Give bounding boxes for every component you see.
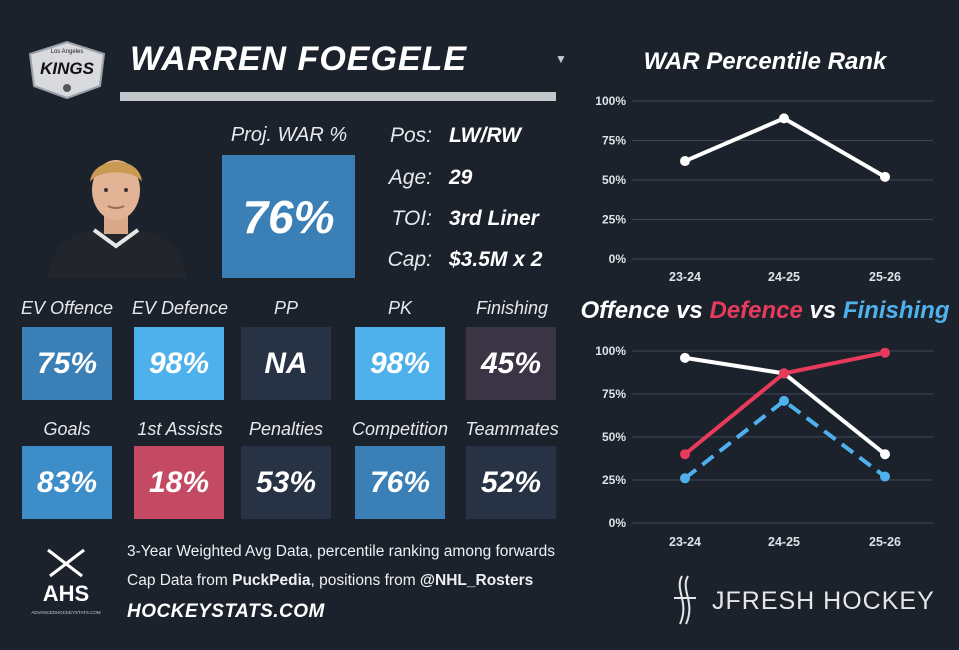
chart2-title-part: Defence	[709, 297, 802, 324]
footer-mid: , positions from	[310, 572, 420, 589]
proj-war-label: Proj. WAR %	[230, 124, 348, 146]
stat-box-1st-assists: 18%	[134, 446, 224, 519]
data-point-finishing	[880, 471, 890, 482]
y-tick-label: 50%	[602, 173, 626, 187]
stat-box-penalties: 53%	[241, 446, 331, 519]
age-label: Age:	[388, 166, 432, 189]
x-tick-label: 24-25	[768, 270, 800, 284]
data-point-finishing	[680, 473, 690, 484]
stat-box-goals: 83%	[22, 446, 112, 519]
x-tick-label: 23-24	[669, 535, 701, 549]
y-tick-label: 25%	[602, 213, 626, 227]
y-tick-label: 75%	[602, 387, 626, 401]
svg-text:AHS: AHS	[43, 581, 89, 606]
ahs-logo: AHS ADVANCEDHOCKEYSTATS.COM	[31, 548, 101, 615]
footer-prefix: Cap Data from	[127, 572, 233, 589]
data-point-offence	[880, 449, 890, 460]
stat-label-finishing: Finishing	[475, 298, 549, 318]
footer-site: HOCKEYSTATS.COM	[127, 601, 325, 622]
pos-label: Pos:	[389, 124, 432, 147]
chart2-title-part: Offence	[580, 297, 669, 324]
chart2-title-part: vs	[803, 297, 843, 324]
cap-label: Cap:	[387, 248, 432, 271]
footer-nhl-rosters: @NHL_Rosters	[419, 572, 534, 589]
stat-label-teammates: Teammates	[465, 419, 559, 439]
stat-label-penalties: Penalties	[248, 419, 324, 439]
stat-label-ev-offence: EV Offence	[20, 298, 114, 318]
stat-label-competition: Competition	[351, 419, 449, 439]
stat-label-pk: PK	[387, 298, 412, 318]
footer-puckpedia: PuckPedia	[232, 572, 311, 589]
pos-value: LW/RW	[449, 124, 521, 147]
y-tick-label: 100%	[595, 94, 626, 108]
stat-box-pp: NA	[241, 327, 331, 400]
stat-box-finishing: 45%	[466, 327, 556, 400]
series-line-finishing	[683, 398, 887, 480]
data-point-finishing	[779, 395, 789, 406]
svg-text:ADVANCEDHOCKEYSTATS.COM: ADVANCEDHOCKEYSTATS.COM	[31, 610, 101, 615]
stat-box-competition: 76%	[355, 446, 445, 519]
svg-text:KINGS: KINGS	[40, 59, 95, 78]
y-tick-label: 0%	[609, 252, 627, 266]
chart2-title-part: vs	[669, 297, 709, 324]
series-line-war	[684, 116, 887, 179]
toi-label: TOI:	[391, 207, 432, 230]
footer-sources: Cap Data from PuckPedia, positions from …	[127, 572, 533, 590]
stat-box-teammates: 52%	[466, 446, 556, 519]
data-point-defence	[779, 368, 789, 379]
data-point-war	[880, 171, 890, 182]
stat-box-ev-defence: 98%	[134, 327, 224, 400]
stat-box-pk: 98%	[355, 327, 445, 400]
chevron-down-icon[interactable]: ▼	[555, 52, 567, 66]
data-point-defence	[880, 347, 890, 358]
cap-value: $3.5M x 2	[449, 248, 543, 271]
stat-label-pp: PP	[273, 298, 298, 318]
y-tick-label: 25%	[602, 473, 626, 487]
chart2-title: Offence vs Defence vs Finishing	[580, 297, 949, 324]
toi-value: 3rd Liner	[449, 207, 539, 230]
stat-label-ev-defence: EV Defence	[131, 298, 229, 318]
x-tick-label: 24-25	[768, 535, 800, 549]
data-point-defence	[680, 449, 690, 460]
y-tick-label: 50%	[602, 430, 626, 444]
data-point-offence	[680, 352, 690, 363]
player-name: WARREN FOEGELE	[130, 40, 468, 78]
data-point-war	[779, 113, 789, 124]
data-point-war	[680, 156, 690, 167]
stat-label-goals: Goals	[43, 419, 91, 439]
offence-defence-finishing-chart: Offence vs Defence vs Finishing 0% 25% 50%…	[580, 297, 949, 549]
name-underline	[120, 92, 556, 101]
jfresh-brand-logo: JFRESH HOCKEY	[674, 575, 935, 625]
y-tick-label: 100%	[595, 344, 626, 358]
age-value: 29	[449, 166, 473, 189]
stat-label-1st-assists: 1st Assists	[137, 419, 223, 439]
chart1-title: WAR Percentile Rank	[644, 48, 888, 75]
player-photo	[38, 142, 194, 278]
chart2-title-part: Finishing	[843, 297, 950, 324]
footer-note: 3-Year Weighted Avg Data, percentile ran…	[127, 543, 555, 560]
war-percentile-chart: WAR Percentile Rank 0% 25% 50% 75% 100% 23-24…	[595, 48, 933, 284]
x-tick-label: 25-26	[869, 535, 901, 549]
stat-box-ev-offence: 75%	[22, 327, 112, 400]
svg-text:Los Angeles: Los Angeles	[51, 49, 84, 55]
x-tick-label: 25-26	[869, 270, 901, 284]
team-logo: Los Angeles KINGS	[28, 40, 106, 100]
x-tick-label: 23-24	[669, 270, 701, 284]
proj-war-value: 76%	[222, 155, 355, 278]
svg-text:JFRESH HOCKEY: JFRESH HOCKEY	[712, 587, 935, 615]
y-tick-label: 0%	[609, 516, 627, 530]
y-tick-label: 75%	[602, 134, 626, 148]
